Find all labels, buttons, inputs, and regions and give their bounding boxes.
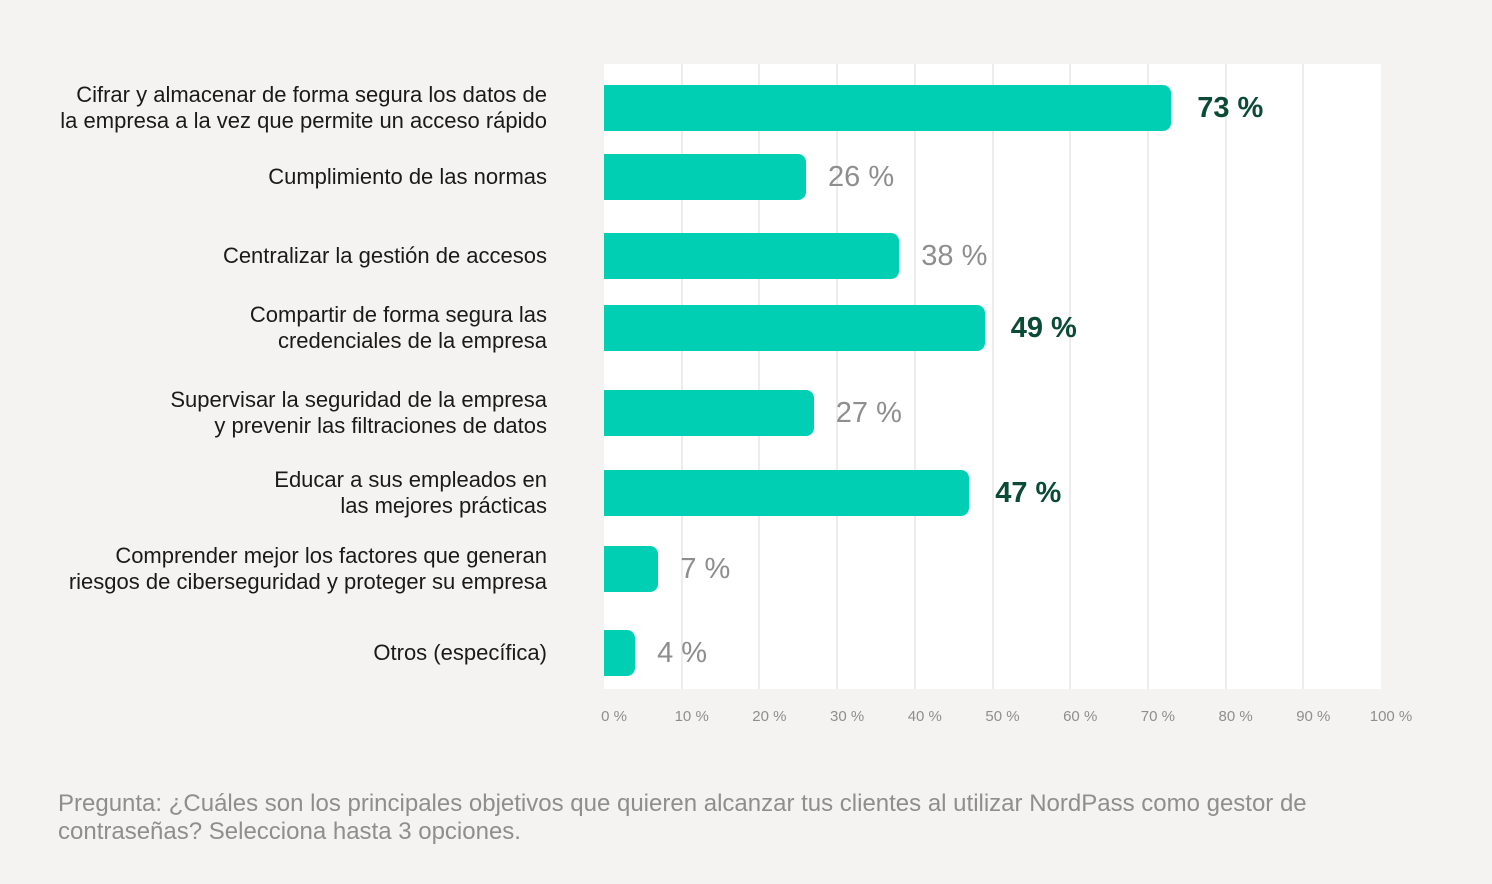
category-label: Supervisar la seguridad de la empresa y p… <box>7 387 547 439</box>
value-label: 47 % <box>995 477 1062 509</box>
gridline <box>913 64 916 689</box>
value-label: 49 % <box>1010 312 1077 344</box>
category-label: Centralizar la gestión de accesos <box>7 243 547 269</box>
x-tick-label: 50 % <box>985 708 1020 725</box>
category-label: Otros (específica) <box>7 640 547 666</box>
bar <box>604 390 814 436</box>
category-label: Compartir de forma segura las credenciale… <box>7 302 547 354</box>
category-label-line: Compartir de forma segura las <box>249 302 547 327</box>
x-tick-label: 70 % <box>1140 708 1175 725</box>
bar <box>604 470 970 516</box>
bar <box>604 233 900 279</box>
value-label: 7 % <box>680 553 731 585</box>
gridline <box>1224 64 1227 689</box>
bar <box>604 546 659 592</box>
x-tick-label: 10 % <box>674 708 709 725</box>
gridline <box>836 64 839 689</box>
value-label: 38 % <box>921 240 988 272</box>
category-label-line: Centralizar la gestión de accesos <box>222 243 547 268</box>
value-label: 73 % <box>1197 92 1264 124</box>
gridline <box>680 64 683 689</box>
category-label-line: Comprender mejor los factores que genera… <box>115 543 547 568</box>
value-label: 27 % <box>835 397 902 429</box>
category-label-line: Educar a sus empleados en <box>274 467 547 492</box>
category-label-line: y prevenir las filtraciones de datos <box>214 413 547 438</box>
category-label-line: Cifrar y almacenar de forma segura los d… <box>76 82 547 107</box>
bar <box>604 630 636 676</box>
gridline <box>1069 64 1072 689</box>
x-tick-label: 30 % <box>829 708 865 725</box>
category-label-line: las mejores prácticas <box>340 493 547 518</box>
category-label: Comprender mejor los factores que genera… <box>7 543 547 595</box>
gridline <box>758 64 761 689</box>
category-label-line: la empresa a la vez que permite un acces… <box>60 108 547 133</box>
category-label-line: Supervisar la seguridad de la empresa <box>170 387 547 412</box>
value-label: 4 % <box>657 637 708 669</box>
bar <box>604 154 807 200</box>
category-label: Cifrar y almacenar de forma segura los d… <box>7 82 547 134</box>
x-tick-label: 20 % <box>752 708 787 725</box>
bar-chart: 0 % 10 % 20 % 30 % 40 % 50 % 60 % 70 % 80 % 90 % 1… <box>7 64 1413 725</box>
x-tick-label: 90 % <box>1296 708 1331 725</box>
category-label: Cumplimiento de las normas <box>7 164 547 190</box>
category-label-line: riesgos de ciberseguridad y proteger su … <box>68 569 547 594</box>
x-tick-label: 100 % <box>1369 708 1413 725</box>
x-tick-label: 80 % <box>1218 708 1253 725</box>
x-tick-label: 60 % <box>1063 708 1098 725</box>
gridline <box>1302 64 1305 689</box>
category-label-line: Otros (específica) <box>373 640 547 665</box>
bar <box>604 305 985 351</box>
bar <box>604 85 1172 131</box>
x-tick-label: 40 % <box>907 708 942 725</box>
category-label-line: credenciales de la empresa <box>277 328 547 353</box>
gridline <box>991 64 994 689</box>
category-label-line: Cumplimiento de las normas <box>268 164 547 189</box>
category-label: Educar a sus empleados en las mejores prá… <box>7 467 547 519</box>
x-tick-label: 0 % <box>601 708 627 725</box>
gridline <box>1146 64 1149 689</box>
value-label: 26 % <box>828 161 895 193</box>
question-caption: Pregunta: ¿Cuáles son los principales ob… <box>58 790 1307 845</box>
